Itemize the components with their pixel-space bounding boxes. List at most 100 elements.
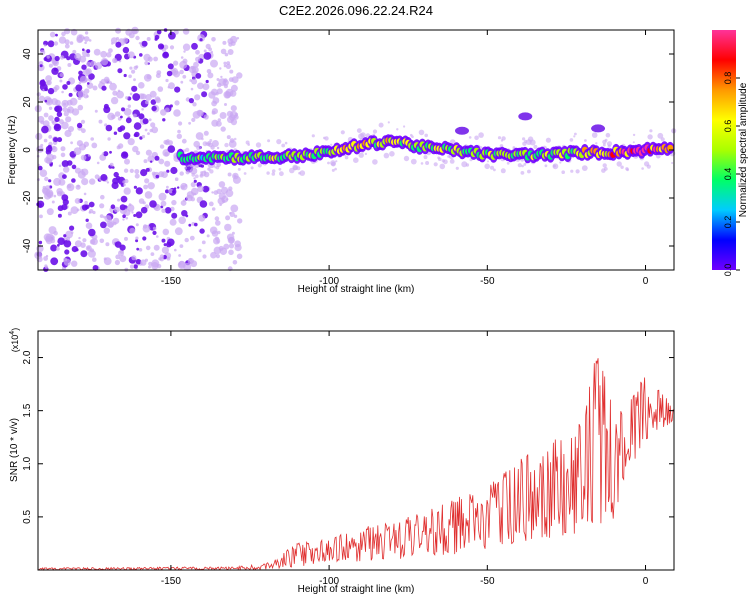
noise-dot	[178, 216, 186, 225]
noise-dot	[92, 265, 99, 271]
noise-dot	[109, 81, 112, 85]
noise-dot	[236, 253, 243, 260]
colorbar-tick-label: 0.2	[723, 216, 733, 229]
noise-dot	[166, 256, 171, 261]
noise-dot	[221, 195, 229, 203]
halo-dot	[387, 121, 390, 124]
halo-dot	[196, 145, 202, 151]
noise-dot	[188, 98, 194, 104]
noise-dot	[144, 191, 153, 199]
noise-dot	[217, 230, 221, 235]
noise-dot	[44, 87, 48, 92]
noise-dot	[179, 244, 184, 249]
noise-dot	[47, 40, 55, 48]
halo-dot	[522, 137, 526, 141]
halo-dot	[603, 167, 608, 171]
noise-dot	[218, 245, 224, 251]
noise-dot	[223, 61, 227, 65]
halo-dot	[209, 169, 214, 174]
noise-dot	[229, 212, 232, 215]
halo-dot	[276, 139, 282, 145]
noise-dot	[103, 257, 112, 266]
noise-dot	[135, 35, 140, 41]
noise-dot	[111, 181, 119, 190]
noise-dot	[189, 235, 195, 241]
noise-dot	[56, 244, 60, 247]
noise-dot	[51, 98, 58, 106]
noise-dot	[165, 78, 169, 83]
halo-dot	[201, 137, 204, 141]
halo-dot	[184, 166, 188, 170]
noise-dot	[183, 262, 192, 271]
halo-dot	[439, 163, 446, 170]
noise-dot	[53, 137, 58, 143]
halo-dot	[364, 152, 368, 156]
noise-dot	[138, 42, 142, 45]
noise-dot	[52, 59, 59, 67]
noise-dot	[223, 64, 227, 68]
noise-dot	[68, 126, 74, 132]
noise-dot	[122, 180, 126, 184]
noise-dot	[133, 122, 142, 130]
noise-dot	[224, 223, 232, 232]
noise-dot	[135, 239, 139, 243]
noise-dot	[78, 236, 81, 240]
noise-dot	[61, 90, 64, 94]
noise-dot	[46, 153, 54, 162]
noise-dot	[83, 36, 90, 42]
halo-dot	[443, 159, 448, 165]
noise-dot	[86, 49, 91, 54]
noise-dot	[133, 264, 138, 269]
halo-dot	[324, 136, 329, 141]
noise-dot	[230, 204, 239, 213]
noise-dot	[87, 154, 91, 157]
noise-dot	[38, 95, 45, 102]
noise-dot	[133, 185, 137, 189]
halo-dot	[616, 161, 622, 167]
noise-dot	[190, 167, 198, 175]
noise-dot	[43, 138, 48, 143]
noise-dot	[105, 242, 110, 247]
halo-dot	[330, 143, 333, 146]
noise-dot	[135, 187, 143, 195]
noise-dot	[88, 39, 92, 42]
noise-dot	[70, 206, 79, 215]
noise-dot	[81, 204, 88, 211]
noise-dot	[165, 189, 169, 194]
noise-dot	[203, 49, 207, 53]
noise-dot	[86, 246, 91, 250]
noise-dot	[48, 226, 57, 235]
noise-dot	[71, 246, 78, 253]
noise-dot	[132, 93, 141, 101]
noise-dot	[115, 254, 121, 260]
noise-dot	[119, 255, 127, 263]
noise-dot	[197, 110, 204, 117]
noise-dot	[153, 244, 160, 251]
noise-dot	[51, 67, 59, 75]
noise-dot	[127, 204, 135, 212]
noise-dot	[100, 50, 107, 58]
noise-dot	[110, 96, 119, 105]
noise-dot	[164, 160, 171, 167]
noise-dot	[76, 34, 85, 42]
noise-dot	[81, 178, 89, 186]
noise-dot	[174, 100, 180, 106]
spectrogram-y-axis-label: Frequency (Hz)	[7, 116, 18, 185]
noise-dot	[49, 31, 56, 38]
noise-dot	[48, 63, 54, 68]
halo-dot	[484, 163, 491, 170]
halo-dot	[478, 132, 484, 138]
halo-dot	[570, 169, 574, 173]
noise-dot	[167, 145, 176, 153]
noise-dot	[164, 152, 169, 157]
noise-dot	[127, 104, 131, 108]
noise-dot	[173, 187, 177, 190]
halo-dot	[207, 140, 212, 145]
noise-dot	[208, 91, 216, 99]
noise-dot	[44, 176, 49, 182]
noise-dot	[158, 158, 165, 165]
noise-dot	[67, 211, 72, 216]
noise-dot	[39, 214, 43, 219]
noise-dot	[190, 260, 198, 268]
noise-dot	[64, 28, 71, 35]
